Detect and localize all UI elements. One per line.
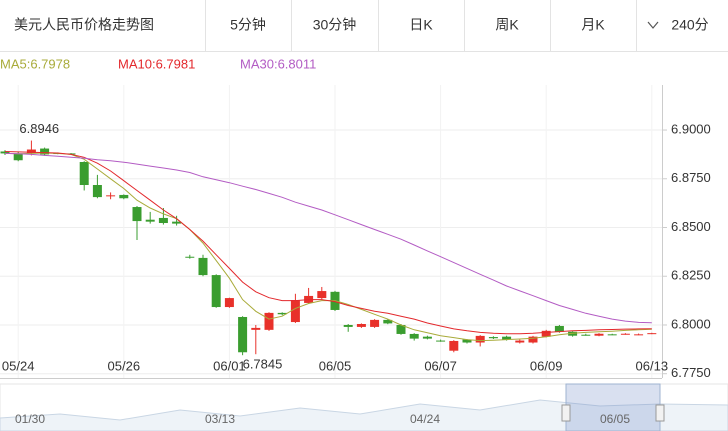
- x-tick-label: 05/24: [2, 358, 35, 373]
- candle-body: [343, 324, 353, 327]
- candle-body: [620, 333, 630, 335]
- candle-body: [449, 340, 459, 351]
- tab[interactable]: 30分钟: [313, 17, 357, 33]
- candle-body: [26, 149, 36, 154]
- tab[interactable]: 月K: [581, 17, 605, 33]
- navigator-label: 04/24: [410, 412, 440, 426]
- candle-body: [224, 298, 234, 308]
- candle-body: [528, 336, 538, 343]
- candle-body: [488, 337, 498, 339]
- tab-bar: [0, 0, 728, 52]
- candle-body: [251, 327, 261, 330]
- candle-body: [356, 324, 366, 327]
- candle-body: [396, 324, 406, 334]
- tab[interactable]: 5分钟: [230, 17, 266, 33]
- y-tick-label: 6.8000: [671, 316, 711, 331]
- candle-body: [541, 330, 551, 337]
- tab[interactable]: 240分: [671, 17, 708, 33]
- candle-body: [158, 217, 168, 224]
- candle-body: [119, 194, 129, 199]
- candle-body: [172, 221, 182, 224]
- legend-entry: MA30:6.8011: [240, 56, 316, 71]
- ma-line: [4, 152, 652, 324]
- y-tick-label: 6.8500: [671, 219, 711, 234]
- candle-body: [0, 151, 10, 154]
- x-tick-label: 06/13: [636, 358, 669, 373]
- candle-body: [568, 331, 578, 336]
- navigator-handle[interactable]: [655, 404, 665, 422]
- x-tick-label: 06/01: [213, 358, 246, 373]
- y-tick-label: 6.8250: [671, 268, 711, 283]
- candle-body: [383, 319, 393, 324]
- y-tick-label: 6.7750: [671, 365, 711, 380]
- legend-entry: MA5:6.7978: [0, 56, 70, 71]
- candle-body: [515, 340, 525, 343]
- candle-body: [277, 312, 287, 315]
- y-tick-label: 6.9000: [671, 121, 711, 136]
- candle-body: [264, 312, 274, 330]
- tab[interactable]: 周K: [495, 17, 519, 33]
- dropdown-chevron: [647, 21, 659, 29]
- candle-body: [106, 195, 116, 197]
- x-tick-label: 05/26: [108, 358, 141, 373]
- candle-body: [13, 153, 23, 161]
- navigator-label: 06/05: [600, 412, 630, 426]
- candle-body: [132, 207, 142, 222]
- navigator-area: [0, 399, 728, 431]
- candle-body: [554, 325, 564, 332]
- x-tick-label: 06/05: [319, 358, 352, 373]
- navigator-label: 03/13: [205, 412, 235, 426]
- candle-body: [92, 185, 102, 198]
- navigator-handle[interactable]: [561, 404, 571, 422]
- tab[interactable]: 日K: [409, 17, 433, 33]
- candle-body: [607, 334, 617, 336]
- ma-line: [4, 152, 652, 342]
- ma-line: [4, 151, 652, 335]
- candle-body: [502, 336, 512, 340]
- candle-body: [40, 148, 50, 155]
- candle-body: [317, 291, 327, 299]
- candle-body: [238, 316, 248, 353]
- navigator-label: 01/30: [15, 412, 45, 426]
- candle-body: [462, 339, 472, 343]
- candle-body: [409, 333, 419, 339]
- candle-body: [79, 162, 89, 186]
- y-tick-label: 6.8750: [671, 170, 711, 185]
- candle-body: [647, 333, 657, 335]
- candle-body: [370, 319, 380, 327]
- candle-body: [581, 334, 591, 336]
- candle-body: [198, 257, 208, 276]
- candle-body: [634, 334, 644, 336]
- min-annotation: 6.7845: [243, 357, 283, 372]
- widget-title: 美元人民币价格走势图: [14, 17, 154, 33]
- legend-entry: MA10:6.7981: [118, 56, 195, 71]
- x-tick-label: 06/07: [424, 358, 457, 373]
- candle-body: [436, 340, 446, 342]
- candle-body: [211, 275, 221, 308]
- candle-body: [594, 333, 604, 336]
- candle-body: [145, 219, 155, 222]
- max-annotation: 6.8946: [19, 121, 59, 136]
- x-tick-label: 06/09: [530, 358, 563, 373]
- candle-body: [475, 335, 485, 343]
- candle-body: [185, 256, 195, 258]
- candle-body: [422, 336, 432, 339]
- candle-body: [290, 300, 300, 323]
